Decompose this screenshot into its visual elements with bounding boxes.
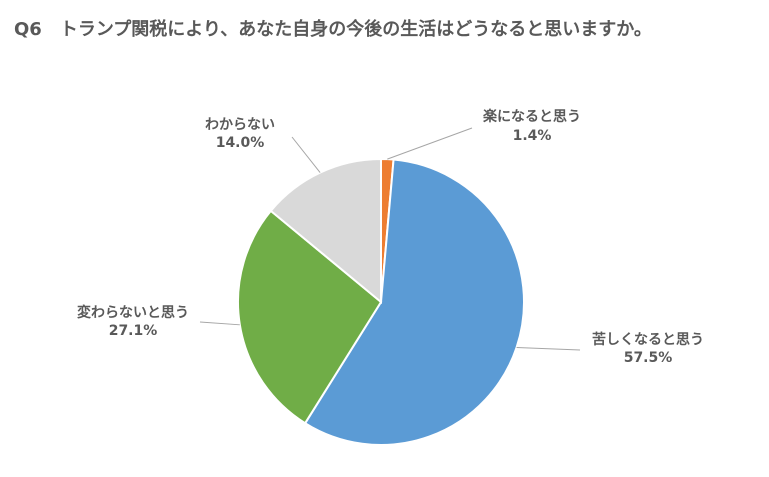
leader-line <box>387 127 473 160</box>
pie-slice <box>269 157 382 305</box>
slice-label: わからない <box>205 117 275 133</box>
slice-label: 変わらないと思う <box>77 304 189 321</box>
slice-label: 楽になると思う <box>482 108 581 125</box>
slice-value: 27.1% <box>109 323 158 339</box>
leader-line <box>199 321 240 326</box>
slice-value: 14.0% <box>216 135 265 151</box>
pie-slice <box>237 209 383 425</box>
leader-line <box>516 346 581 351</box>
leader-line <box>291 136 321 173</box>
slice-value: 57.5% <box>624 350 673 366</box>
chart-title: Q6 トランプ関税により、あなた自身の今後の生活はどうなると思いますか。 <box>14 18 652 40</box>
slice-value: 1.4% <box>513 128 552 144</box>
slice-label: 苦しくなると思う <box>592 331 704 348</box>
